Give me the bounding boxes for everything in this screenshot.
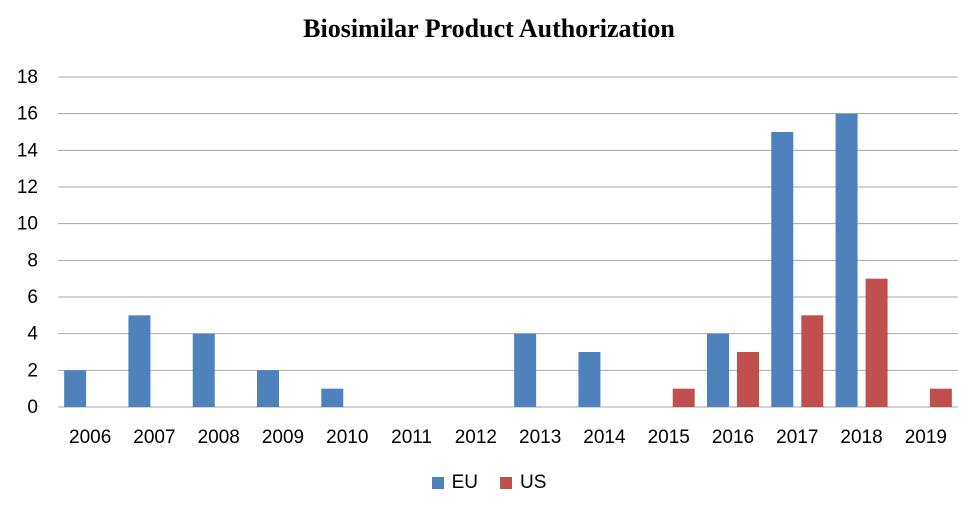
y-tick-label-2: 2: [27, 360, 38, 381]
bar-eu-2006: [64, 370, 87, 407]
bar-us-2019: [929, 388, 952, 407]
y-tick-label-16: 16: [17, 104, 38, 125]
x-tick-label-2011: 2011: [391, 427, 432, 448]
bar-us-2015: [672, 388, 695, 407]
x-axis-ticks: 2006 2007 2008 2009 2010 2011 2012 2013 2014 2015…: [69, 427, 947, 448]
bar-us-2016: [737, 352, 759, 407]
bars: [64, 113, 952, 408]
x-tick-label-2015: 2015: [648, 427, 690, 448]
y-tick-label-14: 14: [17, 140, 39, 161]
bar-eu-2014: [578, 352, 601, 407]
y-tick-label-6: 6: [27, 287, 38, 308]
y-tick-label-8: 8: [27, 250, 38, 271]
y-tick-label-10: 10: [17, 214, 38, 235]
x-tick-label-2019: 2019: [905, 427, 947, 448]
x-tick-label-2018: 2018: [840, 427, 882, 448]
y-tick-label-0: 0: [27, 397, 38, 418]
legend-swatch-us: [500, 477, 512, 489]
legend-item-eu: EU: [431, 472, 478, 494]
x-tick-label-2016: 2016: [712, 427, 754, 448]
y-tick-label-4: 4: [27, 324, 38, 345]
bar-us-2018: [865, 278, 888, 407]
bar-eu-2007: [128, 315, 151, 407]
legend-swatch-eu: [431, 477, 444, 489]
chart-title: Biosimilar Product Authorization: [303, 14, 675, 43]
bar-eu-2009: [257, 370, 279, 407]
bar-eu-2017: [771, 132, 794, 407]
x-tick-label-2007: 2007: [133, 427, 175, 448]
y-tick-label-18: 18: [17, 67, 38, 88]
x-tick-label-2017: 2017: [776, 427, 818, 448]
x-tick-label-2010: 2010: [326, 427, 368, 448]
x-tick-label-2014: 2014: [583, 427, 626, 448]
bar-eu-2010: [321, 388, 344, 407]
x-tick-label-2009: 2009: [262, 427, 304, 448]
legend-item-us: US: [500, 472, 546, 494]
bar-eu-2018: [835, 113, 858, 408]
bar-eu-2016: [707, 333, 729, 407]
y-axis-ticks: 0 2 4 6 8 10 12 14 16 18: [17, 67, 39, 418]
bar-us-2017: [801, 315, 824, 407]
x-tick-label-2013: 2013: [519, 427, 561, 448]
bar-eu-2008: [192, 333, 215, 407]
x-tick-label-2012: 2012: [455, 427, 497, 448]
bar-eu-2013: [514, 333, 537, 407]
y-tick-label-12: 12: [17, 177, 38, 198]
legend-label-us: US: [520, 472, 547, 493]
legend: EU US: [0, 472, 978, 494]
legend-label-eu: EU: [451, 472, 478, 493]
x-tick-label-2006: 2006: [69, 427, 111, 448]
x-tick-label-2008: 2008: [198, 427, 240, 448]
